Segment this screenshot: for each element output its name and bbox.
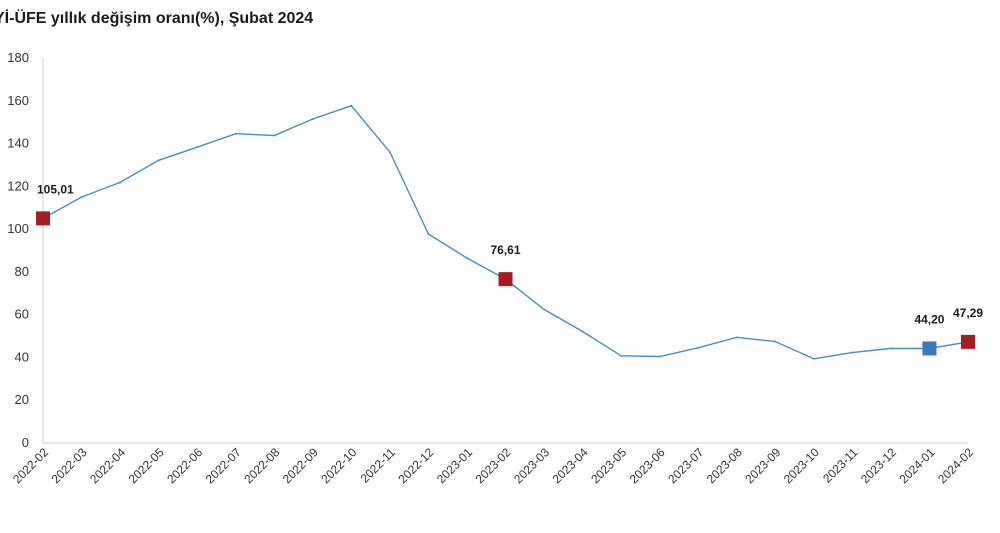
data-point	[273, 134, 276, 137]
x-tick-label: 2023-11	[820, 445, 861, 486]
data-point	[119, 181, 122, 184]
data-label: 47,29	[953, 306, 983, 320]
chart-axes	[42, 58, 968, 444]
highlight-marker	[36, 211, 50, 226]
x-tick-label: 2023-01	[434, 445, 475, 486]
data-point	[80, 196, 83, 199]
y-tick-label: 100	[7, 221, 29, 236]
data-point	[196, 146, 199, 149]
data-point	[889, 347, 892, 350]
data-point	[658, 355, 661, 358]
y-tick-label: 60	[15, 307, 29, 322]
x-tick-label: 2023-12	[858, 445, 899, 486]
highlight-marker	[498, 272, 513, 287]
y-tick-label: 40	[15, 349, 29, 364]
x-tick-label: 2022-12	[395, 445, 436, 486]
x-tick-label: 2022-06	[164, 445, 205, 486]
x-tick-label: 2023-07	[665, 445, 706, 486]
y-tick-label: 80	[15, 264, 29, 279]
data-label: 105,01	[37, 182, 74, 196]
data-label: 44,20	[914, 312, 944, 326]
data-point	[311, 117, 314, 120]
x-tick-label: 2023-03	[511, 445, 552, 486]
x-tick-label: 2023-09	[742, 445, 783, 486]
x-tick-label: 2022-11	[358, 445, 399, 486]
series-group	[42, 104, 969, 360]
x-tick-label: 2022-10	[318, 445, 359, 486]
y-tick-label: 180	[7, 50, 29, 65]
x-tick-label: 2023-04	[550, 445, 591, 486]
y-axis-ticks: 0 20 40 60 80 100 120 140 160 180	[7, 50, 29, 450]
data-point	[851, 351, 854, 354]
x-tick-label: 2023-10	[781, 445, 822, 486]
x-tick-label: 2023-08	[704, 445, 745, 486]
series-line	[42, 104, 969, 360]
y-tick-label: 140	[7, 136, 29, 151]
data-point	[388, 151, 391, 154]
data-point	[234, 132, 237, 135]
x-tick-label: 2022-07	[203, 445, 244, 486]
data-point	[350, 104, 353, 107]
x-tick-label: 2024-01	[897, 445, 938, 486]
chart-title: Yİ-ÜFE yıllık değişim oranı(%), Şubat 20…	[0, 10, 314, 27]
x-tick-label: 2022-08	[241, 445, 282, 486]
x-tick-label: 2023-06	[627, 445, 668, 486]
x-tick-label: 2022-02	[10, 445, 51, 486]
data-point	[812, 357, 815, 360]
y-tick-label: 160	[7, 93, 29, 108]
x-axis-ticks: 2022-022022-032022-042022-052022-062022-…	[10, 445, 976, 486]
x-tick-label: 2023-02	[473, 445, 514, 486]
x-tick-label: 2022-04	[87, 445, 128, 486]
y-tick-label: 20	[15, 392, 29, 407]
highlight-marker	[961, 334, 975, 349]
x-tick-label: 2022-09	[280, 445, 321, 486]
data-point	[697, 346, 700, 349]
data-point	[735, 336, 738, 339]
x-tick-label: 2022-03	[49, 445, 90, 486]
data-point	[581, 330, 584, 333]
data-point	[543, 308, 546, 311]
data-point	[465, 257, 468, 260]
y-tick-label: 0	[22, 435, 29, 450]
data-point	[427, 232, 430, 235]
data-point	[774, 340, 777, 343]
highlight-marker	[922, 341, 937, 356]
highlight-markers: 105,01 76,61 44,20 47,29	[36, 182, 983, 356]
data-point	[157, 159, 160, 162]
data-point	[620, 354, 623, 357]
data-label: 76,61	[490, 243, 520, 257]
y-tick-label: 120	[7, 178, 29, 193]
x-tick-label: 2022-05	[126, 445, 167, 486]
x-tick-label: 2023-05	[588, 445, 629, 486]
x-tick-label: 2024-02	[935, 445, 976, 486]
